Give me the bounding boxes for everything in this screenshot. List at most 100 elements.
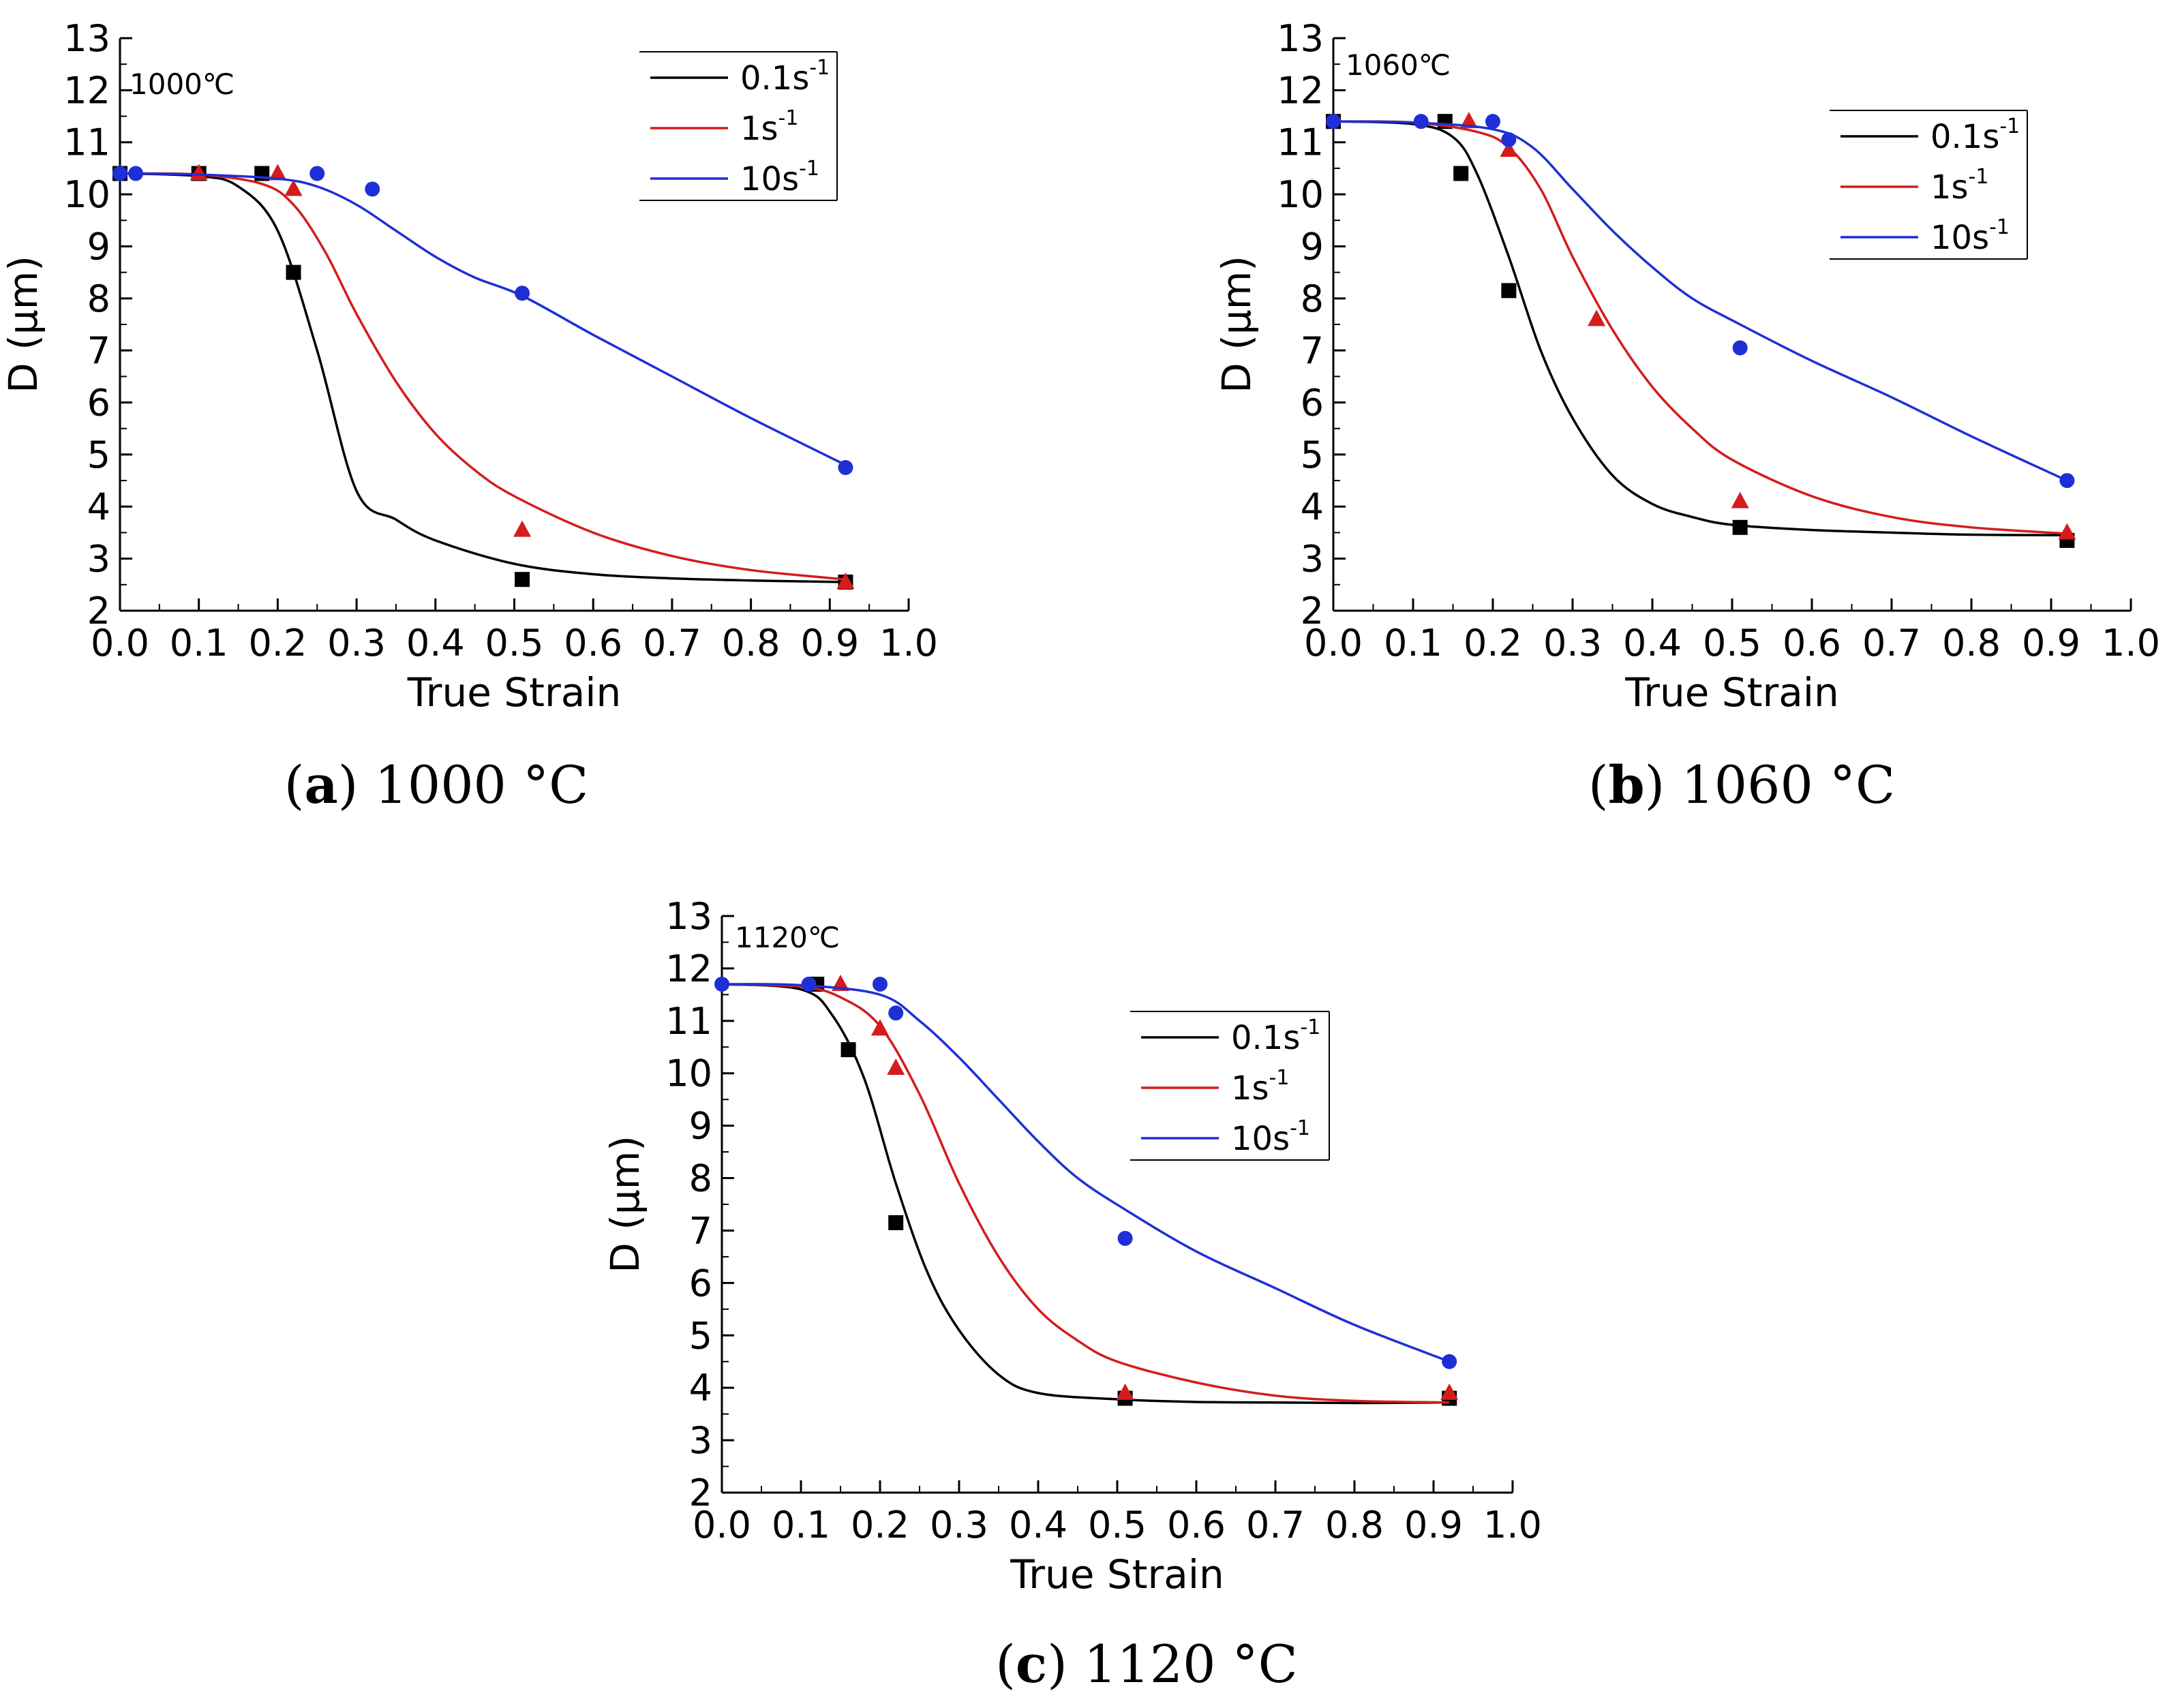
data-point-circle	[801, 976, 817, 992]
x-tick-label: 0.2	[851, 1504, 909, 1546]
y-tick-label: 3	[87, 538, 110, 581]
y-axis-title: D (μm)	[602, 1135, 648, 1273]
x-tick-label: 0.7	[1862, 622, 1921, 665]
x-tick-label: 0.8	[1942, 622, 2001, 665]
legend-label: 10s-1	[740, 157, 819, 198]
y-tick-label: 13	[1277, 17, 1324, 60]
x-tick-label: 0.6	[1167, 1504, 1226, 1546]
y-tick-label: 7	[1301, 329, 1324, 372]
data-point-circle	[112, 166, 127, 181]
data-point-triangle	[1440, 1383, 1459, 1400]
data-point-circle	[873, 976, 888, 992]
data-point-triangle	[190, 164, 208, 181]
x-tick-label: 1.0	[879, 622, 938, 665]
x-tick-label: 0.8	[1325, 1504, 1384, 1546]
x-tick-label: 0.9	[2022, 622, 2080, 665]
y-tick-label: 3	[689, 1419, 712, 1462]
panel-caption: (b) 1060 °C	[1588, 754, 1895, 815]
data-point-circle	[1117, 1230, 1133, 1246]
y-tick-label: 3	[1301, 538, 1324, 581]
series-line-square	[1333, 120, 2067, 537]
y-tick-label: 5	[1301, 433, 1324, 476]
series-line-triangle	[1333, 120, 2067, 535]
data-point-circle	[838, 460, 853, 475]
data-point-circle	[714, 976, 729, 992]
data-point-triangle	[871, 1019, 889, 1036]
data-point-circle	[2059, 473, 2075, 489]
y-tick-label: 11	[63, 121, 110, 164]
legend-label: 10s-1	[1231, 1116, 1310, 1158]
x-tick-label: 0.7	[1246, 1504, 1305, 1546]
y-tick-label: 13	[63, 17, 110, 60]
data-point-triangle	[1116, 1383, 1134, 1400]
y-tick-label: 10	[665, 1052, 712, 1095]
y-tick-label: 7	[689, 1209, 712, 1252]
series-line-circle	[1333, 120, 2068, 482]
x-tick-label: 0.3	[327, 622, 386, 665]
series-line-circle	[119, 172, 847, 466]
y-tick-label: 11	[665, 1000, 712, 1043]
data-point-circle	[1501, 132, 1517, 147]
x-tick-label: 0.0	[1304, 622, 1363, 665]
data-point-triangle	[1500, 140, 1518, 157]
chart-panel-c: 0.0 0.1 0.2 0.3 0.4 0.5 0.6 0.7 0.8 0.9 1.0 2 3 4 5 6 7 8…	[602, 895, 1542, 1694]
legend: 0.1s-1 1s-1 10s-1	[639, 51, 838, 201]
x-tick-label: 0.4	[1623, 622, 1682, 665]
legend-label: 10s-1	[1930, 215, 2010, 257]
y-tick-label: 13	[665, 895, 712, 938]
x-axis-title: True Strain	[1010, 1551, 1224, 1598]
data-point-triangle	[1588, 309, 1606, 326]
chart-panel-a: 0.0 0.1 0.2 0.3 0.4 0.5 0.6 0.7 0.8 0.9 1.0 2 3 4 5 6 7 8…	[0, 17, 938, 815]
y-tick-label: 11	[1277, 121, 1324, 164]
y-tick-label: 2	[1301, 590, 1324, 632]
y-tick-label: 8	[689, 1157, 712, 1200]
data-point-square	[888, 1215, 904, 1230]
y-tick-label: 2	[87, 590, 110, 632]
data-point-circle	[365, 181, 380, 197]
legend: 0.1s-1 1s-1 10s-1	[1830, 110, 2028, 260]
legend-label: 0.1s-1	[1930, 115, 2020, 156]
chart-panel-b: 0.0 0.1 0.2 0.3 0.4 0.5 0.6 0.7 0.8 0.9 1.0 2 3 4 5 6 7 8…	[1213, 17, 2160, 815]
y-tick-label: 10	[1277, 173, 1324, 216]
data-point-square	[1732, 519, 1748, 535]
data-point-triangle	[513, 520, 532, 537]
y-tick-label: 6	[689, 1262, 712, 1305]
y-tick-label: 6	[87, 382, 110, 425]
y-tick-label: 12	[1277, 69, 1324, 112]
x-tick-label: 0.6	[1783, 622, 1841, 665]
x-tick-label: 0.9	[1404, 1504, 1463, 1546]
y-axis-title: D (μm)	[1213, 256, 1260, 393]
data-point-square	[1501, 283, 1517, 299]
temperature-label: 1060℃	[1346, 48, 1451, 82]
y-tick-label: 12	[665, 947, 712, 990]
y-tick-label: 4	[689, 1367, 712, 1409]
y-tick-label: 8	[87, 277, 110, 320]
x-tick-label: 0.0	[693, 1504, 751, 1546]
y-tick-label: 7	[87, 329, 110, 372]
x-tick-label: 0.4	[406, 622, 465, 665]
y-tick-label: 4	[1301, 485, 1324, 528]
data-point-triangle	[1731, 491, 1749, 508]
y-tick-label: 12	[63, 69, 110, 112]
y-tick-label: 5	[689, 1314, 712, 1357]
y-tick-label: 2	[689, 1471, 712, 1514]
x-axis-title: True Strain	[407, 669, 621, 716]
x-tick-label: 0.1	[1384, 622, 1442, 665]
series-line-triangle	[119, 172, 846, 581]
x-tick-label: 0.5	[1703, 622, 1761, 665]
legend-label: 0.1s-1	[740, 56, 830, 97]
data-point-triangle	[284, 179, 303, 196]
x-tick-label: 1.0	[2102, 622, 2160, 665]
data-point-triangle	[836, 573, 855, 589]
series-line-circle	[721, 983, 1450, 1363]
x-tick-label: 0.3	[1543, 622, 1602, 665]
panel-caption: (a) 1000 °C	[284, 754, 588, 815]
x-tick-label: 0.1	[170, 622, 228, 665]
x-tick-label: 0.8	[722, 622, 781, 665]
y-tick-label: 9	[1301, 225, 1324, 268]
data-point-circle	[128, 166, 144, 181]
temperature-label: 1000℃	[130, 67, 234, 101]
x-tick-label: 0.6	[564, 622, 622, 665]
y-tick-label: 5	[87, 433, 110, 476]
